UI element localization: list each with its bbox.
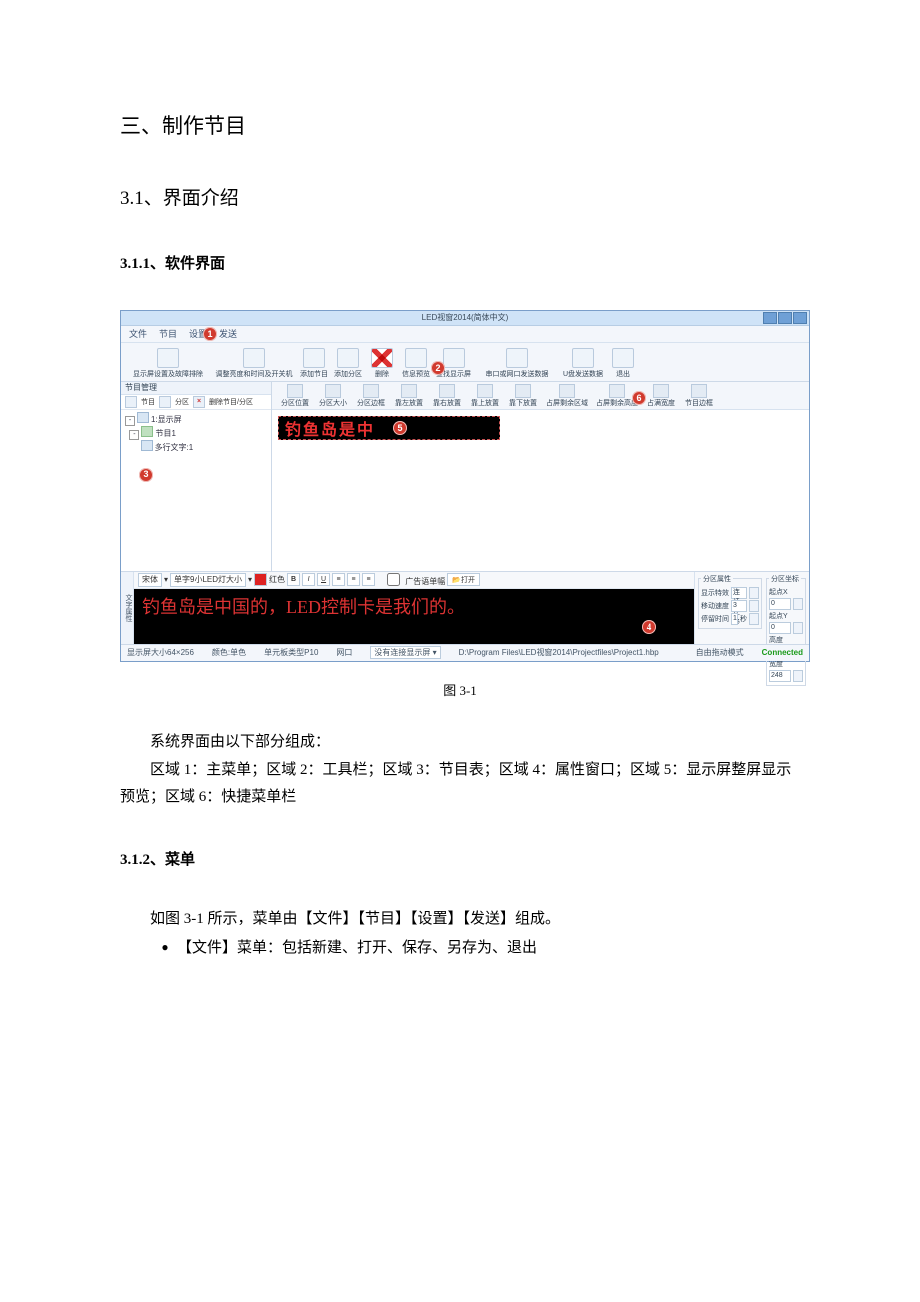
badge-4: 4 bbox=[642, 620, 656, 634]
menu-program[interactable]: 节目 bbox=[159, 327, 177, 340]
status-size: 显示屏大小64×256 bbox=[127, 647, 194, 658]
open-button[interactable]: 📂 打开 bbox=[447, 573, 480, 586]
properties-panel: 分区属性 显示特效连续左移 移动速度3 停留时间1秒 分区坐标 起点X0 起点Y… bbox=[694, 572, 809, 644]
tb-delete[interactable]: 删除 bbox=[365, 348, 399, 379]
qb-size[interactable]: 分区大小 bbox=[314, 384, 352, 408]
align-center-button[interactable]: ≡ bbox=[347, 573, 360, 586]
italic-button[interactable]: I bbox=[302, 573, 315, 586]
heading-2: 3.1、界面介绍 bbox=[120, 184, 800, 214]
heading-3a: 3.1.1、软件界面 bbox=[120, 252, 800, 276]
screenshot-app-window: LED视窗2014(简体中文) 文件 节目 设置 发送 1 显示屏设置及故障排除… bbox=[120, 310, 810, 662]
led-area-preview[interactable]: 钓鱼岛是中 5 bbox=[278, 416, 500, 440]
tree-toolbar: 节目 分区 ×删除节目/分区 bbox=[121, 395, 271, 410]
bottom-tabs[interactable]: 文字属性 bbox=[121, 572, 134, 644]
figure-caption: 图 3-1 bbox=[120, 680, 800, 699]
left-panel: 节目管理 节目 分区 ×删除节目/分区 -1:显示屏 -节目1 多行文字:1 3 bbox=[121, 382, 272, 571]
qb-right[interactable]: 靠右放置 bbox=[428, 384, 466, 408]
paragraph-1: 系统界面由以下部分组成： bbox=[120, 729, 800, 757]
text-editor[interactable]: 钓鱼岛是中国的，LED控制卡是我们的。 4 bbox=[134, 589, 694, 644]
color-swatch[interactable] bbox=[254, 573, 267, 586]
heading-3b: 3.1.2、菜单 bbox=[120, 848, 800, 872]
tb-preview[interactable]: 信息预览 bbox=[399, 348, 433, 379]
tb-exit[interactable]: 退出 bbox=[606, 348, 640, 379]
paragraph-3: 如图 3-1 所示，菜单由【文件】【节目】【设置】【发送】组成。 bbox=[120, 906, 800, 934]
paragraph-2: 区域 1：主菜单；区域 2：工具栏；区域 3：节目表；区域 4：属性窗口；区域 … bbox=[120, 757, 800, 813]
editor-text: 钓鱼岛是中国的，LED控制卡是我们的。 bbox=[142, 593, 465, 619]
align-left-button[interactable]: ≡ bbox=[332, 573, 345, 586]
bullet-1: 【文件】菜单：包括新建、打开、保存、另存为、退出 bbox=[120, 934, 800, 963]
figure-3-1: LED视窗2014(简体中文) 文件 节目 设置 发送 1 显示屏设置及故障排除… bbox=[120, 310, 800, 662]
single-ad-checkbox[interactable] bbox=[387, 573, 400, 586]
align-right-button[interactable]: ≡ bbox=[362, 573, 375, 586]
badge-6: 6 bbox=[632, 391, 646, 405]
tb-send-usb[interactable]: U盘发送数据 bbox=[560, 348, 606, 379]
zone-prop-group: 分区属性 显示特效连续左移 移动速度3 停留时间1秒 bbox=[698, 574, 762, 629]
left-panel-header: 节目管理 bbox=[121, 382, 271, 395]
window-buttons bbox=[763, 312, 807, 324]
underline-button[interactable]: U bbox=[317, 573, 330, 586]
qb-fill-w[interactable]: 占满宽度 bbox=[642, 384, 680, 408]
status-mode: 自由拖动模式 bbox=[696, 647, 744, 658]
status-screen-select[interactable]: 没有连接显示屏 ▾ bbox=[370, 646, 440, 659]
status-panel-type: 单元板类型P10 bbox=[264, 647, 318, 658]
main-toolbar: 显示屏设置及故障排除 调整亮度和时间及开关机 添加节目 添加分区 删除 信息预览… bbox=[121, 343, 809, 382]
tree-btn-delete[interactable]: × bbox=[193, 396, 205, 408]
w-input[interactable]: 248 bbox=[769, 670, 791, 682]
effect-select[interactable]: 连续左移 bbox=[731, 587, 747, 599]
badge-5: 5 bbox=[393, 421, 407, 435]
status-path: D:\Program Files\LED视窗2014\Projectfiles\… bbox=[459, 647, 659, 658]
font-select[interactable]: 宋体 bbox=[138, 573, 162, 587]
menu-file[interactable]: 文件 bbox=[129, 327, 147, 340]
bold-button[interactable]: B bbox=[287, 573, 300, 586]
led-area-text: 钓鱼岛是中 bbox=[279, 416, 375, 440]
qb-prog-border[interactable]: 节目边框 bbox=[680, 384, 718, 408]
tree-btn-program[interactable] bbox=[125, 396, 137, 408]
preview-canvas[interactable]: 钓鱼岛是中 5 bbox=[272, 410, 809, 571]
quick-toolbar: 分区位置 分区大小 分区边框 靠左放置 靠右放置 靠上放置 靠下放置 占屏剩余区… bbox=[272, 382, 809, 410]
menu-send[interactable]: 发送 bbox=[219, 327, 237, 340]
bottom-panel: 文字属性 宋体 ▾ 单字9小LED灯大小 ▾ 红色 B I U ≡ ≡ bbox=[121, 571, 809, 644]
program-tree[interactable]: -1:显示屏 -节目1 多行文字:1 3 bbox=[121, 410, 271, 571]
y-input[interactable]: 0 bbox=[769, 622, 791, 634]
qb-border[interactable]: 分区边框 bbox=[352, 384, 390, 408]
speed-input[interactable]: 3 bbox=[731, 600, 747, 612]
status-connected: Connected bbox=[762, 648, 803, 657]
heading-1: 三、制作节目 bbox=[120, 110, 800, 144]
status-bar: 显示屏大小64×256 颜色:单色 单元板类型P10 网口 没有连接显示屏 ▾ … bbox=[121, 644, 809, 661]
text-toolbar: 宋体 ▾ 单字9小LED灯大小 ▾ 红色 B I U ≡ ≡ ≡ 广告语单幅 bbox=[134, 572, 694, 589]
status-color: 颜色:单色 bbox=[212, 647, 246, 658]
tb-brightness-time[interactable]: 调整亮度和时间及开关机 bbox=[211, 348, 297, 379]
qb-bottom[interactable]: 靠下放置 bbox=[504, 384, 542, 408]
tb-display-settings[interactable]: 显示屏设置及故障排除 bbox=[125, 348, 211, 379]
badge-2: 2 bbox=[431, 361, 445, 375]
status-port: 网口 bbox=[336, 647, 352, 658]
fontsize-select[interactable]: 单字9小LED灯大小 bbox=[170, 573, 246, 587]
window-titlebar: LED视窗2014(简体中文) bbox=[121, 311, 809, 326]
tb-send-net[interactable]: 串口或网口发送数据 bbox=[474, 348, 560, 379]
badge-1: 1 bbox=[203, 327, 217, 341]
qb-top[interactable]: 靠上放置 bbox=[466, 384, 504, 408]
stay-input[interactable]: 1 bbox=[731, 613, 738, 625]
window-title: LED视窗2014(简体中文) bbox=[422, 312, 509, 323]
qb-left[interactable]: 靠左放置 bbox=[390, 384, 428, 408]
tree-btn-zone[interactable] bbox=[159, 396, 171, 408]
tb-add-zone[interactable]: 添加分区 bbox=[331, 348, 365, 379]
menu-bar: 文件 节目 设置 发送 1 bbox=[121, 326, 809, 343]
x-input[interactable]: 0 bbox=[769, 598, 791, 610]
badge-3: 3 bbox=[139, 468, 153, 482]
tb-add-program[interactable]: 添加节目 bbox=[297, 348, 331, 379]
zone-coord-group: 分区坐标 起点X0 起点Y0 高度32 宽度248 bbox=[766, 574, 806, 686]
qb-fill-remain[interactable]: 占屏剩余区域 bbox=[542, 384, 592, 408]
qb-pos[interactable]: 分区位置 bbox=[276, 384, 314, 408]
